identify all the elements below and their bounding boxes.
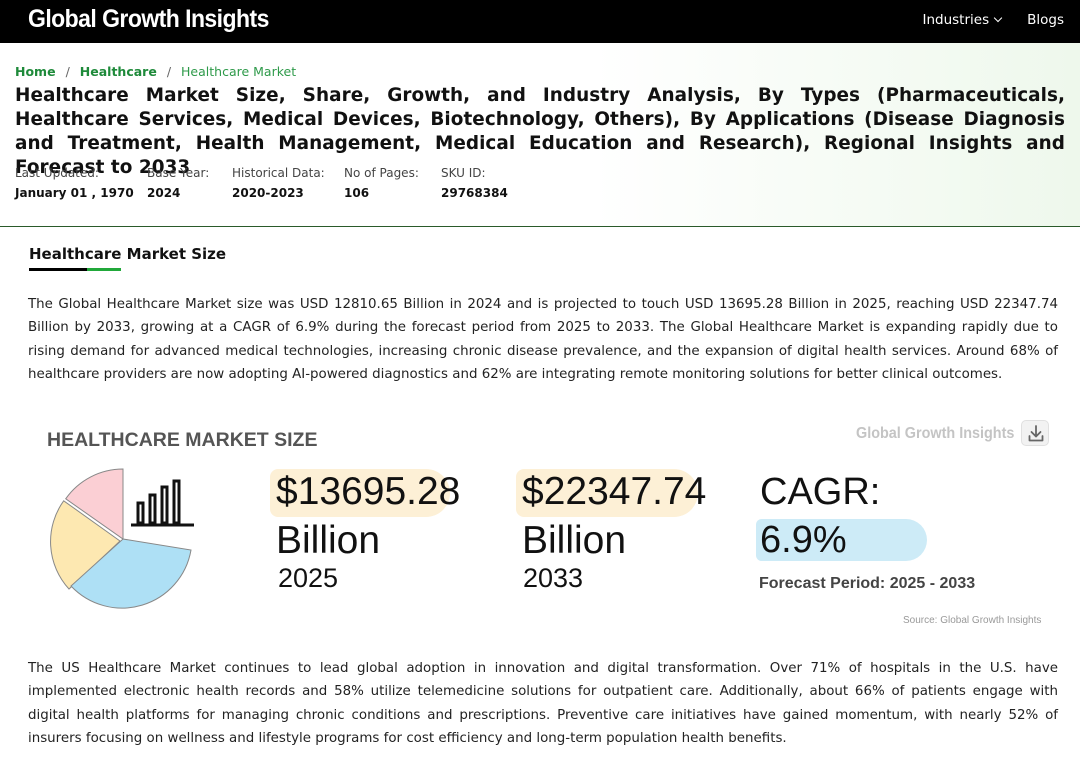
top-navbar: Global Growth Insights Industries Blogs [0,0,1080,43]
pie-slice-yellow [50,500,121,590]
nav-blogs[interactable]: Blogs [1027,12,1064,28]
meta-historical-data: Historical Data: 2020-2023 [232,166,325,200]
pie-slice-blue [70,538,192,609]
nav-blogs-label: Blogs [1027,12,1064,28]
market-unit-2033: Billion [522,519,627,562]
market-unit-2025: Billion [276,519,381,562]
breadcrumb-separator: / [166,64,172,79]
market-summary-paragraph: The Global Healthcare Market size was US… [28,297,1058,382]
forecast-period: Forecast Period: 2025 - 2033 [759,575,976,592]
pie-slice-pink [65,468,124,540]
chevron-down-icon [993,13,1003,23]
market-value-2025: $13695.28 [276,470,461,513]
meta-label: Historical Data: [232,166,325,180]
page-title: Healthcare Market Size, Share, Growth, a… [15,85,1065,178]
breadcrumb-home[interactable]: Home [15,64,56,79]
amount-highlight [516,469,698,517]
meta-value: 29768384 [441,186,508,200]
meta-value: 2020-2023 [232,186,304,200]
meta-label: Base Year: [147,166,210,180]
brand-logo[interactable]: Global Growth Insights [28,5,269,33]
us-market-paragraph: The US Healthcare Market continues to le… [28,661,1058,746]
meta-label: Last Updated: [15,166,99,180]
download-icon [1028,425,1044,442]
nav-menu: Industries Blogs [922,12,1064,28]
report-header-band [0,43,1080,227]
meta-value: 106 [344,186,370,200]
bar-chart-icon [131,479,194,527]
meta-label: SKU ID: [441,166,486,180]
market-year-2025: 2025 [278,563,339,593]
meta-value: January 01 , 1970 [15,186,134,200]
download-button[interactable] [1021,420,1049,446]
meta-value: 2024 [147,186,181,200]
section-heading: Healthcare Market Size [29,245,227,263]
cagr-highlight [756,519,927,561]
nav-industries[interactable]: Industries [922,12,1003,28]
cagr-value: 6.9% [760,519,847,561]
meta-pages: No of Pages: 106 [344,166,419,200]
heading-underline [29,268,87,271]
source-note: Source: Global Growth Insights [903,615,1042,626]
breadcrumb-current: Healthcare Market [181,64,297,79]
market-year-2033: 2033 [523,563,584,593]
infographic-title: HEALTHCARE MARKET SIZE [47,429,318,451]
market-value-2033: $22347.74 [522,470,707,513]
meta-sku-id: SKU ID: 29768384 [441,166,508,200]
cagr-label: CAGR: [760,471,881,513]
breadcrumb: Home / Healthcare / Healthcare Market [15,64,296,79]
watermark-logo: Global Growth Insights [856,425,1015,442]
nav-industries-label: Industries [922,12,990,28]
meta-base-year: Base Year: 2024 [147,166,209,200]
heading-underline-accent [87,268,121,271]
meta-last-updated: Last Updated: January 01 , 1970 [15,166,134,200]
amount-highlight [270,469,450,517]
meta-label: No of Pages: [344,166,419,180]
pie-chart-graphic [50,468,194,609]
breadcrumb-healthcare[interactable]: Healthcare [79,64,157,79]
breadcrumb-separator: / [65,64,70,79]
